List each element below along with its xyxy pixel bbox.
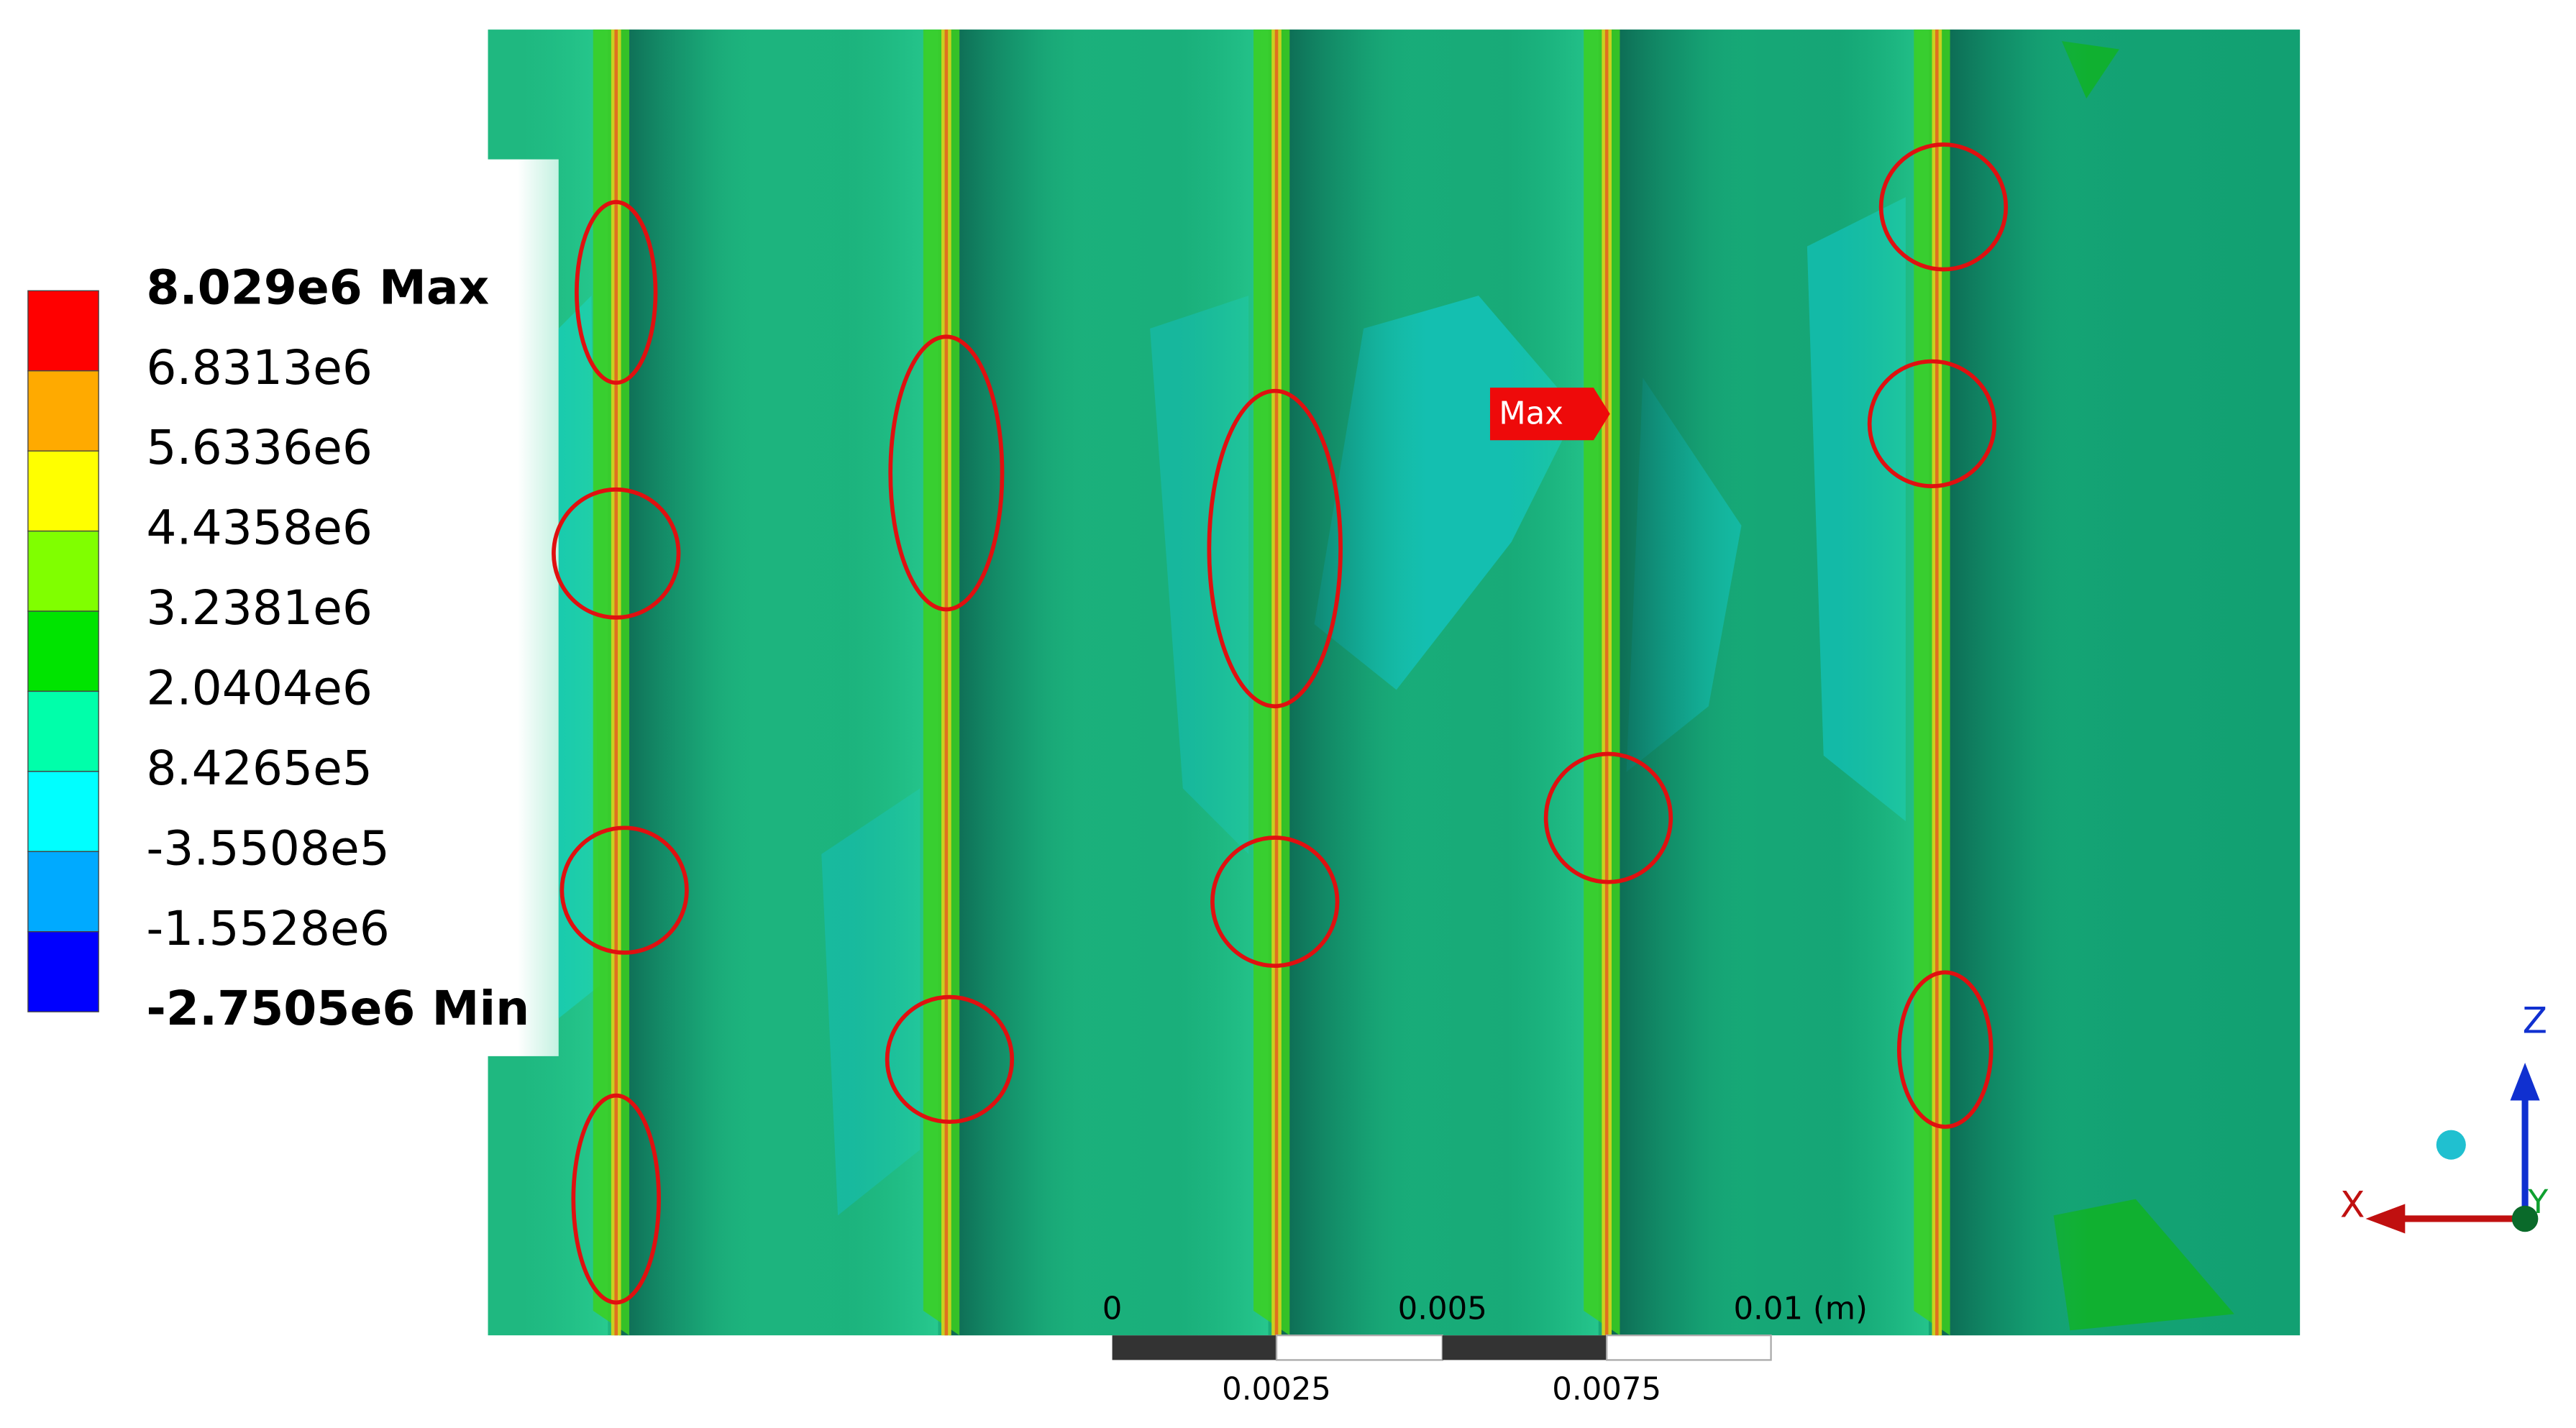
highlight-band bbox=[1177, 29, 1269, 1336]
legend-label: 3.2381e6 bbox=[146, 580, 373, 636]
axis-triad: Z X Y bbox=[2340, 999, 2548, 1234]
highlight-circle bbox=[559, 825, 689, 955]
highlight-circle bbox=[1210, 836, 1340, 969]
highlight-band bbox=[1838, 29, 1929, 1336]
highlight-circle bbox=[552, 487, 681, 620]
legend-swatch bbox=[27, 690, 99, 772]
legend-label: -3.5508e5 bbox=[146, 820, 390, 876]
scale-bar: 0 0.005 0.01 (m) 0.0025 0.0075 bbox=[1102, 1291, 1868, 1407]
scale-segment bbox=[1606, 1335, 1772, 1361]
z-arrow bbox=[2510, 1062, 2540, 1101]
highlight-circle bbox=[571, 1093, 661, 1305]
ridge-core bbox=[1935, 29, 1939, 1336]
x-arrow bbox=[2365, 1204, 2406, 1234]
shadow-band bbox=[1940, 29, 2088, 1336]
scale-label: 0.005 bbox=[1398, 1291, 1487, 1327]
highlight-circle bbox=[575, 200, 658, 385]
legend-label: 4.4358e6 bbox=[146, 500, 373, 556]
highlight-circle bbox=[888, 334, 1005, 612]
legend-swatch bbox=[27, 290, 99, 372]
legend-label: 8.4265e5 bbox=[146, 741, 373, 796]
max-tag-shape bbox=[1489, 388, 1610, 441]
legend-swatch bbox=[27, 530, 99, 612]
scale-segment bbox=[1275, 1335, 1443, 1361]
green-band bbox=[593, 29, 629, 1336]
legend-swatch bbox=[27, 370, 99, 452]
legend-swatch bbox=[27, 931, 99, 1012]
shadow-band bbox=[1279, 29, 1428, 1336]
legend-swatch bbox=[27, 450, 99, 532]
legend-swatch bbox=[27, 771, 99, 852]
scale-label: 0.01 (m) bbox=[1733, 1291, 1868, 1327]
scale-label: 0 bbox=[1102, 1291, 1123, 1327]
highlight-circle bbox=[1878, 142, 2009, 272]
highlight-circle bbox=[1543, 751, 1673, 884]
legend-swatch bbox=[27, 851, 99, 933]
highlight-circle bbox=[1896, 970, 1993, 1129]
scale-segment bbox=[1112, 1335, 1277, 1360]
ridge-core bbox=[614, 29, 618, 1336]
scale-segment bbox=[1442, 1335, 1607, 1360]
y-label: Y bbox=[2527, 1183, 2548, 1221]
max-probe: Max bbox=[1489, 388, 1610, 441]
highlight-band bbox=[517, 29, 608, 1336]
highlight-band bbox=[1508, 29, 1599, 1336]
green-patch bbox=[2053, 1199, 2234, 1331]
legend-label: 6.8313e6 bbox=[146, 340, 373, 395]
y-axis-dot bbox=[2511, 1205, 2539, 1232]
legend-label: 8.029e6 Max bbox=[146, 260, 489, 315]
legend-label: 2.0404e6 bbox=[146, 661, 373, 716]
legend: 8.029e6 Max 6.8313e6 5.6336e6 4.4358e6 3.238… bbox=[27, 260, 529, 1036]
highlight-circle bbox=[1207, 388, 1343, 709]
legend-label: -2.7505e6 Min bbox=[146, 981, 529, 1036]
scale-label: 0.0075 bbox=[1552, 1371, 1661, 1407]
legend-swatch bbox=[27, 610, 99, 692]
z-label: Z bbox=[2523, 999, 2547, 1042]
ridge-core bbox=[1604, 29, 1609, 1336]
highlight-circle bbox=[885, 994, 1015, 1125]
ridge-core bbox=[1274, 29, 1279, 1336]
legend-label: -1.5528e6 bbox=[146, 901, 390, 956]
highlight-circle bbox=[1867, 359, 1997, 489]
scale-label: 0.0025 bbox=[1222, 1371, 1331, 1407]
contour-field bbox=[488, 29, 2301, 1336]
triad-sphere bbox=[2436, 1130, 2466, 1160]
ridge-core bbox=[944, 29, 949, 1336]
shadow-band bbox=[949, 29, 1098, 1336]
shadow-band bbox=[1609, 29, 1758, 1336]
max-tag-label: Max bbox=[1499, 395, 1563, 431]
x-label: X bbox=[2340, 1183, 2365, 1225]
legend-label: 5.6336e6 bbox=[146, 420, 373, 475]
